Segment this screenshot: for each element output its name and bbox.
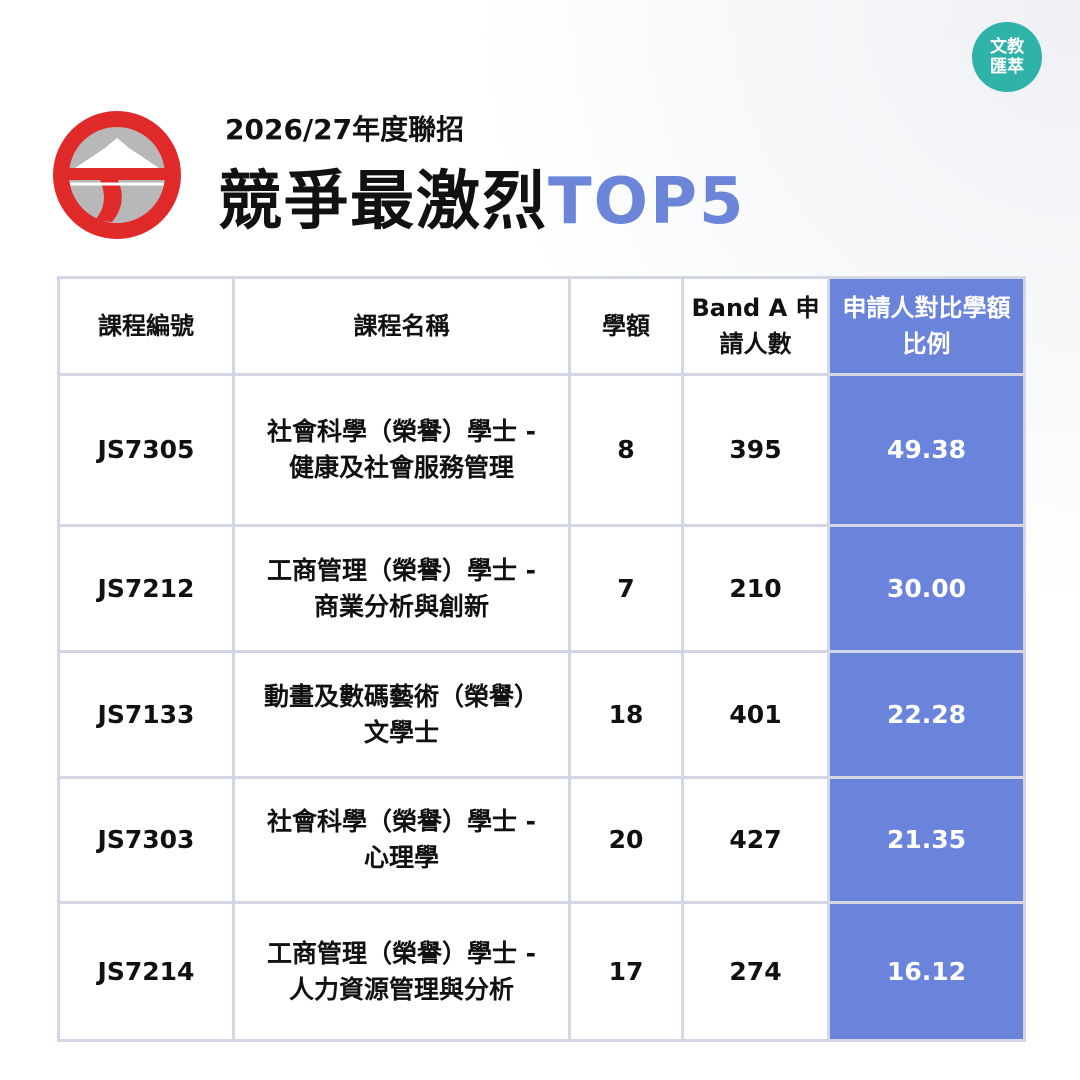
course-name-line: 商業分析與創新	[313, 591, 489, 621]
table-cell: 401	[681, 650, 830, 779]
course-name-line: 人力資源管理與分析	[288, 974, 514, 1004]
table-cell: 8	[568, 373, 684, 527]
table-cell: JS7212	[57, 524, 235, 653]
title-text: 競爭最激烈	[218, 165, 548, 239]
course-name-line: 文學士	[363, 717, 439, 747]
course-name-line: 動畫及數碼藝術（榮譽）	[263, 681, 539, 711]
column-header: 申請人對比學額比例	[827, 276, 1026, 376]
table-row: JS7305 社會科學（榮譽）學士 - 健康及社會服務管理 8 395 49.38	[57, 373, 1026, 527]
course-name-line: 社會科學（榮譽）學士 -	[266, 417, 537, 446]
table-cell: 7	[568, 524, 684, 653]
column-header: 課程名稱	[232, 276, 571, 376]
title: 競爭最激烈TOP5	[218, 150, 746, 242]
table-cell: 18	[568, 650, 684, 779]
column-header: 課程編號	[57, 276, 235, 376]
badge-text: 文教	[990, 37, 1024, 57]
badge: 文教 匯萃	[972, 22, 1042, 92]
course-name: 動畫及數碼藝術（榮譽） 文學士	[232, 650, 571, 779]
course-name-line: 工商管理（榮譽）學士 -	[266, 938, 537, 968]
table-cell: 274	[681, 901, 830, 1042]
ranking-table: 課程編號 課程名稱 學額 Band A 申請人數 申請人對比學額比例 JS7305 社會科…	[57, 276, 1026, 1042]
column-header: Band A 申請人數	[681, 276, 830, 376]
table-cell: 427	[681, 776, 830, 904]
table-cell: 30.00	[827, 524, 1026, 653]
table-row: JS7214 工商管理（榮譽）學士 - 人力資源管理與分析 17 274 16.12	[57, 901, 1026, 1042]
badge-text: 匯萃	[990, 57, 1024, 77]
logo	[53, 111, 181, 239]
course-name: 社會科學（榮譽）學士 - 心理學	[232, 776, 571, 904]
table-cell: 17	[568, 901, 684, 1042]
table-cell: 210	[681, 524, 830, 653]
table-cell: JS7214	[57, 901, 235, 1042]
title-accent: TOP5	[548, 165, 746, 239]
table-cell: 21.35	[827, 776, 1026, 904]
course-name: 工商管理（榮譽）學士 - 人力資源管理與分析	[232, 901, 571, 1042]
table-cell: JS7303	[57, 776, 235, 904]
course-name: 社會科學（榮譽）學士 - 健康及社會服務管理	[232, 373, 571, 527]
header-row: 課程編號 課程名稱 學額 Band A 申請人數 申請人對比學額比例	[57, 276, 1026, 376]
table-cell: 49.38	[827, 373, 1026, 527]
table-cell: 22.28	[827, 650, 1026, 779]
table-body: JS7305 社會科學（榮譽）學士 - 健康及社會服務管理 8 395 49.38 JS72…	[57, 373, 1026, 1042]
course-name-line: 社會科學（榮譽）學士 -	[266, 807, 537, 836]
subtitle: 2026/27年度聯招	[225, 113, 465, 146]
table-cell: JS7305	[57, 373, 235, 527]
table-row: JS7303 社會科學（榮譽）學士 - 心理學 20 427 21.35	[57, 776, 1026, 904]
course-name-line: 工商管理（榮譽）學士 -	[266, 555, 537, 585]
table-cell: 20	[568, 776, 684, 904]
table-cell: 16.12	[827, 901, 1026, 1042]
table-cell: 395	[681, 373, 830, 527]
course-name: 工商管理（榮譽）學士 - 商業分析與創新	[232, 524, 571, 653]
table-cell: JS7133	[57, 650, 235, 779]
course-name-line: 心理學	[363, 843, 439, 872]
course-name-line: 健康及社會服務管理	[288, 453, 514, 482]
table-row: JS7133 動畫及數碼藝術（榮譽） 文學士 18 401 22.28	[57, 650, 1026, 779]
table-row: JS7212 工商管理（榮譽）學士 - 商業分析與創新 7 210 30.00	[57, 524, 1026, 653]
column-header: 學額	[568, 276, 684, 376]
